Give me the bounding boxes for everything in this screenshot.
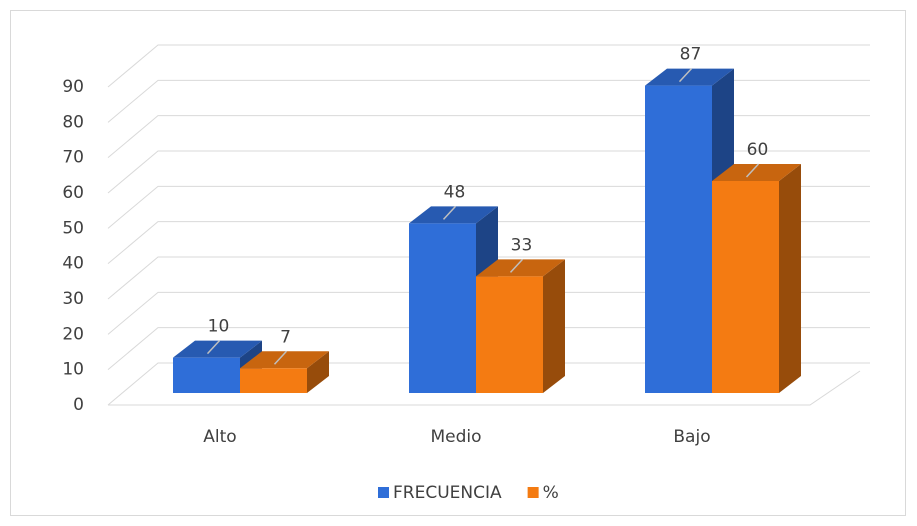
value-label: 10 bbox=[208, 317, 230, 337]
value-label: 87 bbox=[680, 45, 702, 65]
bar-top bbox=[409, 206, 498, 224]
label-leader bbox=[678, 68, 693, 83]
floor bbox=[108, 370, 861, 406]
y-tick-label: 0 bbox=[73, 395, 84, 415]
bar bbox=[240, 368, 307, 393]
bar-side bbox=[307, 351, 329, 393]
bar-top bbox=[173, 340, 262, 358]
bar bbox=[476, 276, 543, 393]
grid-line bbox=[107, 150, 870, 194]
y-tick-label: 20 bbox=[62, 324, 84, 344]
grid-line bbox=[107, 44, 870, 88]
grid-line bbox=[107, 327, 870, 371]
x-tick-label: Bajo bbox=[673, 427, 710, 447]
bar-top bbox=[476, 259, 565, 277]
bar bbox=[409, 223, 476, 393]
legend-label: FRECUENCIA bbox=[393, 483, 502, 503]
bar-top bbox=[712, 164, 801, 181]
bar bbox=[645, 85, 712, 393]
y-tick-label: 10 bbox=[62, 360, 84, 380]
bar bbox=[712, 181, 779, 393]
grid-line bbox=[107, 362, 870, 406]
x-tick-label: Alto bbox=[203, 427, 236, 447]
y-tick-label: 40 bbox=[62, 254, 84, 274]
grid-line bbox=[107, 79, 870, 123]
y-tick-label: 60 bbox=[62, 183, 84, 203]
legend-swatch bbox=[527, 487, 539, 498]
value-label: 60 bbox=[747, 140, 769, 160]
value-label: 48 bbox=[444, 182, 466, 202]
legend-label: % bbox=[543, 483, 559, 503]
label-leader bbox=[745, 163, 760, 178]
y-tick-label: 50 bbox=[62, 218, 84, 238]
grid-line bbox=[107, 115, 870, 159]
grid-line bbox=[107, 291, 870, 335]
label-leader bbox=[273, 350, 288, 365]
label-leader bbox=[206, 340, 221, 355]
value-label: 7 bbox=[280, 327, 291, 347]
bar bbox=[173, 357, 240, 393]
bar-top bbox=[645, 68, 734, 86]
bar-side bbox=[543, 259, 565, 393]
legend-swatch bbox=[378, 487, 389, 498]
grid-line bbox=[107, 221, 870, 265]
y-tick-label: 30 bbox=[62, 289, 84, 309]
label-leader bbox=[509, 258, 524, 273]
y-tick-label: 70 bbox=[62, 148, 84, 168]
y-tick-label: 80 bbox=[62, 112, 84, 132]
x-tick-label: Medio bbox=[430, 427, 481, 447]
grid-line bbox=[107, 185, 870, 229]
grid-line bbox=[107, 256, 870, 300]
bar-side bbox=[779, 164, 801, 393]
bar-top bbox=[240, 351, 329, 369]
label-leader bbox=[442, 205, 457, 220]
value-label: 33 bbox=[511, 235, 533, 255]
y-tick-label: 90 bbox=[62, 77, 84, 97]
